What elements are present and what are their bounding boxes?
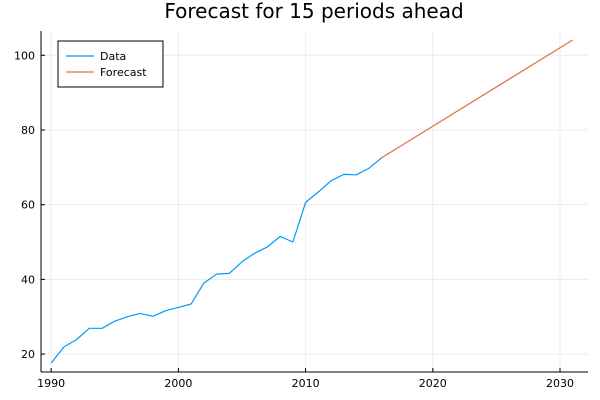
series [50, 39, 574, 364]
legend-box [57, 40, 164, 88]
y-tick-label: 40 [21, 273, 35, 286]
x-tick-label: 2000 [164, 377, 192, 390]
x-tick-label: 2020 [419, 377, 447, 390]
series-line-data [50, 157, 383, 364]
x-tick-label: 2030 [546, 377, 574, 390]
y-tick-label: 60 [21, 199, 35, 212]
y-tick-label: 80 [21, 124, 35, 137]
grid [41, 31, 588, 372]
legend-label-data: Data [100, 50, 126, 63]
series-line-forecast [381, 39, 574, 159]
y-tick-label: 100 [14, 49, 35, 62]
x-tick-label: 1990 [37, 377, 65, 390]
y-tick-label: 20 [21, 348, 35, 361]
legend-label-forecast: Forecast [100, 66, 147, 79]
axes [40, 31, 588, 373]
legend: Data Forecast [57, 40, 164, 88]
x-tick-label: 2010 [292, 377, 320, 390]
chart-title: Forecast for 15 periods ahead [164, 0, 463, 23]
